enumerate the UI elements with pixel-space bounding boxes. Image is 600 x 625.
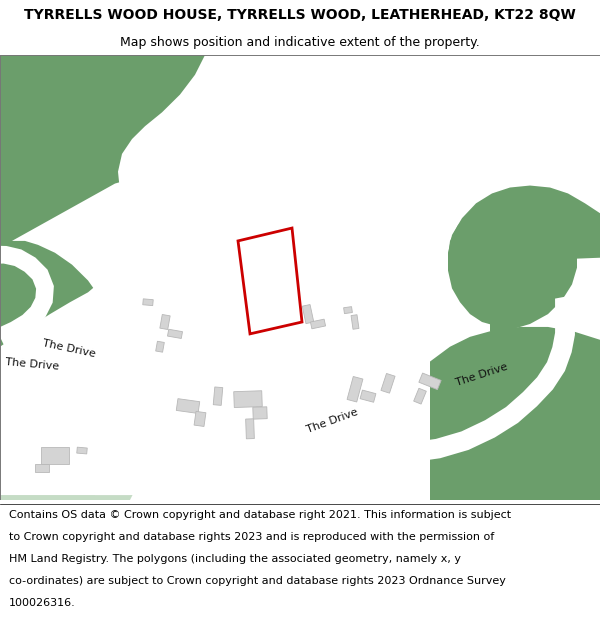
Text: The Drive: The Drive	[455, 362, 509, 388]
Text: to Crown copyright and database rights 2023 and is reproduced with the permissio: to Crown copyright and database rights 2…	[9, 532, 494, 542]
Bar	[41, 447, 69, 464]
Bar	[167, 329, 182, 339]
Polygon shape	[0, 55, 600, 500]
Text: 100026316.: 100026316.	[9, 598, 76, 608]
Polygon shape	[448, 203, 577, 332]
Bar	[155, 341, 164, 352]
Text: The Drive: The Drive	[42, 339, 97, 359]
Bar	[234, 391, 262, 408]
Text: Contains OS data © Crown copyright and database right 2021. This information is : Contains OS data © Crown copyright and d…	[9, 510, 511, 520]
Text: Map shows position and indicative extent of the property.: Map shows position and indicative extent…	[120, 36, 480, 49]
Polygon shape	[0, 432, 135, 500]
Polygon shape	[0, 298, 272, 371]
Bar	[381, 374, 395, 393]
Polygon shape	[251, 291, 600, 462]
Bar	[413, 388, 427, 404]
Polygon shape	[0, 246, 54, 345]
Bar	[77, 447, 87, 454]
Bar	[143, 299, 153, 306]
Bar	[347, 376, 363, 402]
Bar	[176, 399, 200, 414]
Polygon shape	[295, 55, 600, 327]
Polygon shape	[0, 174, 400, 495]
Text: co-ordinates) are subject to Crown copyright and database rights 2023 Ordnance S: co-ordinates) are subject to Crown copyr…	[9, 576, 506, 586]
Polygon shape	[205, 54, 357, 290]
Bar	[35, 464, 49, 472]
Bar	[360, 390, 376, 402]
Text: The Drive: The Drive	[305, 407, 359, 435]
Bar	[253, 407, 267, 419]
Text: TYRRELLS WOOD HOUSE, TYRRELLS WOOD, LEATHERHEAD, KT22 8QW: TYRRELLS WOOD HOUSE, TYRRELLS WOOD, LEAT…	[24, 8, 576, 22]
Bar	[213, 387, 223, 406]
Bar	[419, 373, 441, 389]
Bar	[194, 411, 206, 426]
Polygon shape	[430, 327, 600, 500]
Bar	[310, 319, 326, 329]
Polygon shape	[0, 302, 55, 411]
Bar	[351, 315, 359, 329]
Text: HM Land Registry. The polygons (including the associated geometry, namely x, y: HM Land Registry. The polygons (includin…	[9, 554, 461, 564]
Text: The Drive: The Drive	[5, 357, 59, 371]
Bar	[245, 419, 254, 439]
Bar	[160, 314, 170, 329]
Bar	[302, 304, 314, 324]
Bar	[344, 307, 352, 314]
Polygon shape	[12, 169, 396, 495]
Polygon shape	[0, 55, 205, 495]
